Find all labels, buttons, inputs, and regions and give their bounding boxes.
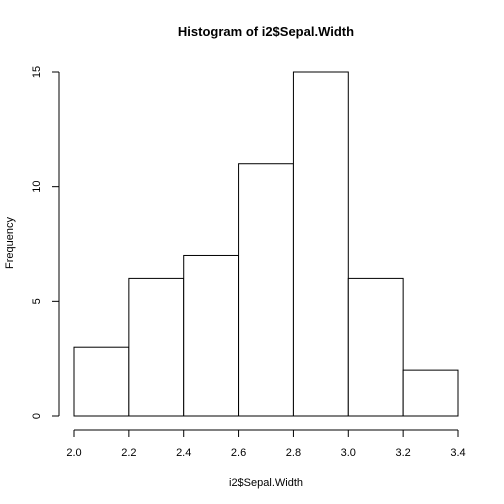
histogram-bars [73,71,459,417]
x-tick-label: 3.4 [450,447,465,459]
y-axis: 0 5 10 15 [31,66,60,419]
histogram-bar-7 [402,369,459,417]
y-axis-label: Frequency [4,217,16,269]
histogram-bar-5 [292,71,349,417]
x-tick-label: 2.4 [176,447,191,459]
x-tick-label: 2.0 [66,447,81,459]
chart-title: Histogram of i2$Sepal.Width [178,24,354,39]
y-tick-label: 5 [31,298,43,304]
x-axis-label: i2$Sepal.Width [229,477,303,489]
histogram-bar-2 [128,277,185,417]
histogram-bar-6 [347,277,404,417]
y-tick-label: 0 [31,413,43,419]
histogram-bar-4 [238,163,294,417]
x-tick-label: 2.6 [231,447,246,459]
histogram-bar-1 [73,346,130,417]
x-tick-label: 3.2 [395,447,410,459]
y-tick-label: 10 [31,181,43,193]
x-axis: 2.0 2.2 2.4 2.6 2.8 3.0 3.2 3.4 [66,429,466,459]
x-tick-label: 2.8 [286,447,301,459]
y-tick-label: 15 [31,66,43,78]
histogram-bar-3 [183,254,240,417]
x-tick-label: 2.2 [121,447,136,459]
x-tick-label: 3.0 [341,447,356,459]
